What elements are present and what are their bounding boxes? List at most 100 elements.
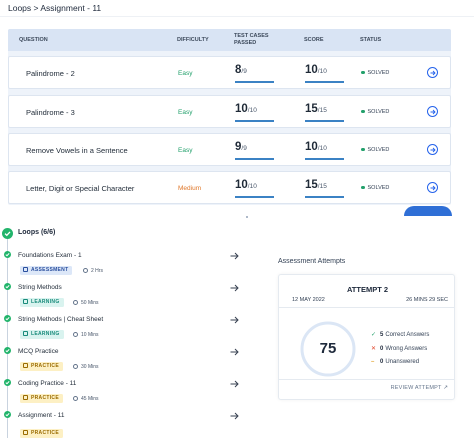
question-row[interactable]: Palindrome - 2 Easy 8/9 10/10 SOLVED <box>8 56 451 89</box>
col-test-cases: TEST CASES PASSED <box>234 33 269 46</box>
score-value: 10 <box>305 64 318 76</box>
test-cases-passed: 10/10 <box>235 103 257 115</box>
score-value: 15 <box>305 179 318 191</box>
question-row[interactable]: Remove Vowels in a Sentence Easy 9/9 10/… <box>8 133 451 166</box>
attempt-divider <box>279 307 454 308</box>
review-attempt-link[interactable]: REVIEW ATTEMPT ↗ <box>391 385 448 391</box>
question-row[interactable]: Palindrome - 3 Easy 10/10 15/15 SOLVED <box>8 95 451 128</box>
practice-icon <box>23 394 28 400</box>
unanswered-count: 0 <box>380 359 384 365</box>
item-complete-check-icon <box>4 251 11 258</box>
open-item-arrow-icon[interactable] <box>230 284 239 292</box>
test-cases-bar <box>235 158 274 160</box>
col-score: SCORE <box>304 37 324 43</box>
attempt-duration: 26 MINS 29 SEC <box>406 297 448 303</box>
attempt-score: 75 <box>319 340 337 357</box>
item-type-tag: PRACTICE <box>20 362 63 371</box>
outline-item-title[interactable]: MCQ Practice <box>18 348 59 355</box>
item-type-tag: LEARNING <box>20 330 64 339</box>
question-name[interactable]: Letter, Digit or Special Character <box>26 184 135 193</box>
correct-label: Correct Answers <box>385 332 430 338</box>
test-cases-bar <box>235 196 274 198</box>
question-row[interactable]: Letter, Digit or Special Character Mediu… <box>8 171 451 204</box>
open-item-arrow-icon[interactable] <box>230 348 239 356</box>
status-text: SOLVED <box>367 185 390 191</box>
question-name[interactable]: Palindrome - 3 <box>26 108 75 117</box>
item-type-label: ASSESSMENT <box>31 267 69 273</box>
attempt-footer-divider <box>279 379 454 380</box>
outline-item-title[interactable]: String Methods | Cheat Sheet <box>18 316 104 323</box>
wrong-count: 0 <box>380 346 384 352</box>
breadcrumb[interactable]: Loops > Assignment - 11 <box>8 3 102 13</box>
open-question-arrow-icon[interactable] <box>427 106 438 117</box>
open-question-arrow-icon[interactable] <box>427 144 438 155</box>
score-bar <box>305 196 344 198</box>
status-dot-icon <box>361 147 365 152</box>
score-value: 15 <box>305 103 318 115</box>
score-total: /10 <box>317 68 327 75</box>
item-type-tag: PRACTICE <box>20 429 63 438</box>
score: 10/10 <box>305 64 327 76</box>
correct-count: 5 <box>380 332 384 338</box>
status-dot-icon <box>361 70 365 75</box>
open-question-arrow-icon[interactable] <box>427 182 438 193</box>
item-duration-text: 45 Mins <box>81 396 99 402</box>
test-cases-value: 8 <box>235 64 242 76</box>
open-item-arrow-icon[interactable] <box>230 252 239 260</box>
item-duration: 2 Hrs <box>83 268 103 274</box>
test-cases-value: 10 <box>235 179 248 191</box>
score-ring <box>300 321 356 377</box>
score-total: /10 <box>317 145 327 152</box>
item-complete-check-icon <box>4 347 11 354</box>
open-question-arrow-icon[interactable] <box>427 67 438 78</box>
module-title[interactable]: Loops (6/6) <box>18 229 56 236</box>
item-complete-check-icon <box>4 379 11 386</box>
dash-icon: – <box>371 359 375 365</box>
open-item-arrow-icon[interactable] <box>230 380 239 388</box>
outline-item-title[interactable]: Foundations Exam - 1 <box>18 252 82 259</box>
check-icon: ✓ <box>371 332 377 338</box>
item-type-label: LEARNING <box>31 331 60 337</box>
status-dot-icon <box>361 109 365 114</box>
item-type-tag: ASSESSMENT <box>20 266 73 275</box>
item-type-label: PRACTICE <box>31 430 59 436</box>
practice-icon <box>23 429 28 435</box>
question-name[interactable]: Palindrome - 2 <box>26 69 75 78</box>
open-item-arrow-icon[interactable] <box>230 316 239 324</box>
status-badge: SOLVED <box>361 185 389 191</box>
score-total: /15 <box>317 107 327 114</box>
open-item-arrow-icon[interactable] <box>230 412 239 420</box>
col-test-cases-line1: TEST CASES <box>234 33 269 39</box>
item-type-tag: PRACTICE <box>20 394 63 403</box>
questions-table-header: QUESTION DIFFICULTY TEST CASES PASSED SC… <box>8 29 451 51</box>
unanswered: –0 Unanswered <box>371 359 419 365</box>
test-cases-total: /9 <box>241 145 247 152</box>
item-duration-text: 2 Hrs <box>91 268 103 274</box>
test-cases-bar <box>235 120 274 122</box>
status-badge: SOLVED <box>361 70 389 76</box>
item-type-label: PRACTICE <box>31 363 59 369</box>
outline-item-title[interactable]: Coding Practice - 11 <box>18 380 77 387</box>
floating-action-tab[interactable] <box>404 206 452 216</box>
timeline-line <box>7 238 8 438</box>
question-name[interactable]: Remove Vowels in a Sentence <box>26 146 128 155</box>
outline-item-title[interactable]: String Methods <box>18 284 62 291</box>
learning-icon <box>23 298 28 304</box>
practice-icon <box>23 362 28 368</box>
attempt-card: ATTEMPT 2 12 MAY 2022 26 MINS 29 SEC 75 … <box>278 274 455 400</box>
review-attempt-label[interactable]: REVIEW ATTEMPT <box>390 385 442 391</box>
clock-icon <box>83 268 88 273</box>
difficulty-label: Easy <box>178 147 193 154</box>
col-question: QUESTION <box>19 37 48 43</box>
test-cases-bar <box>235 81 274 83</box>
cross-icon: ✕ <box>371 346 377 352</box>
learning-icon <box>23 330 28 336</box>
test-cases-value: 9 <box>235 141 242 153</box>
item-complete-check-icon <box>4 283 11 290</box>
score: 10/10 <box>305 141 327 153</box>
outline-item-title[interactable]: Assignment - 11 <box>18 412 65 419</box>
item-duration: 30 Mins <box>73 364 99 370</box>
wrong-answers: ✕ 0 Wrong Answers <box>371 345 427 352</box>
difficulty-label: Easy <box>178 70 193 77</box>
